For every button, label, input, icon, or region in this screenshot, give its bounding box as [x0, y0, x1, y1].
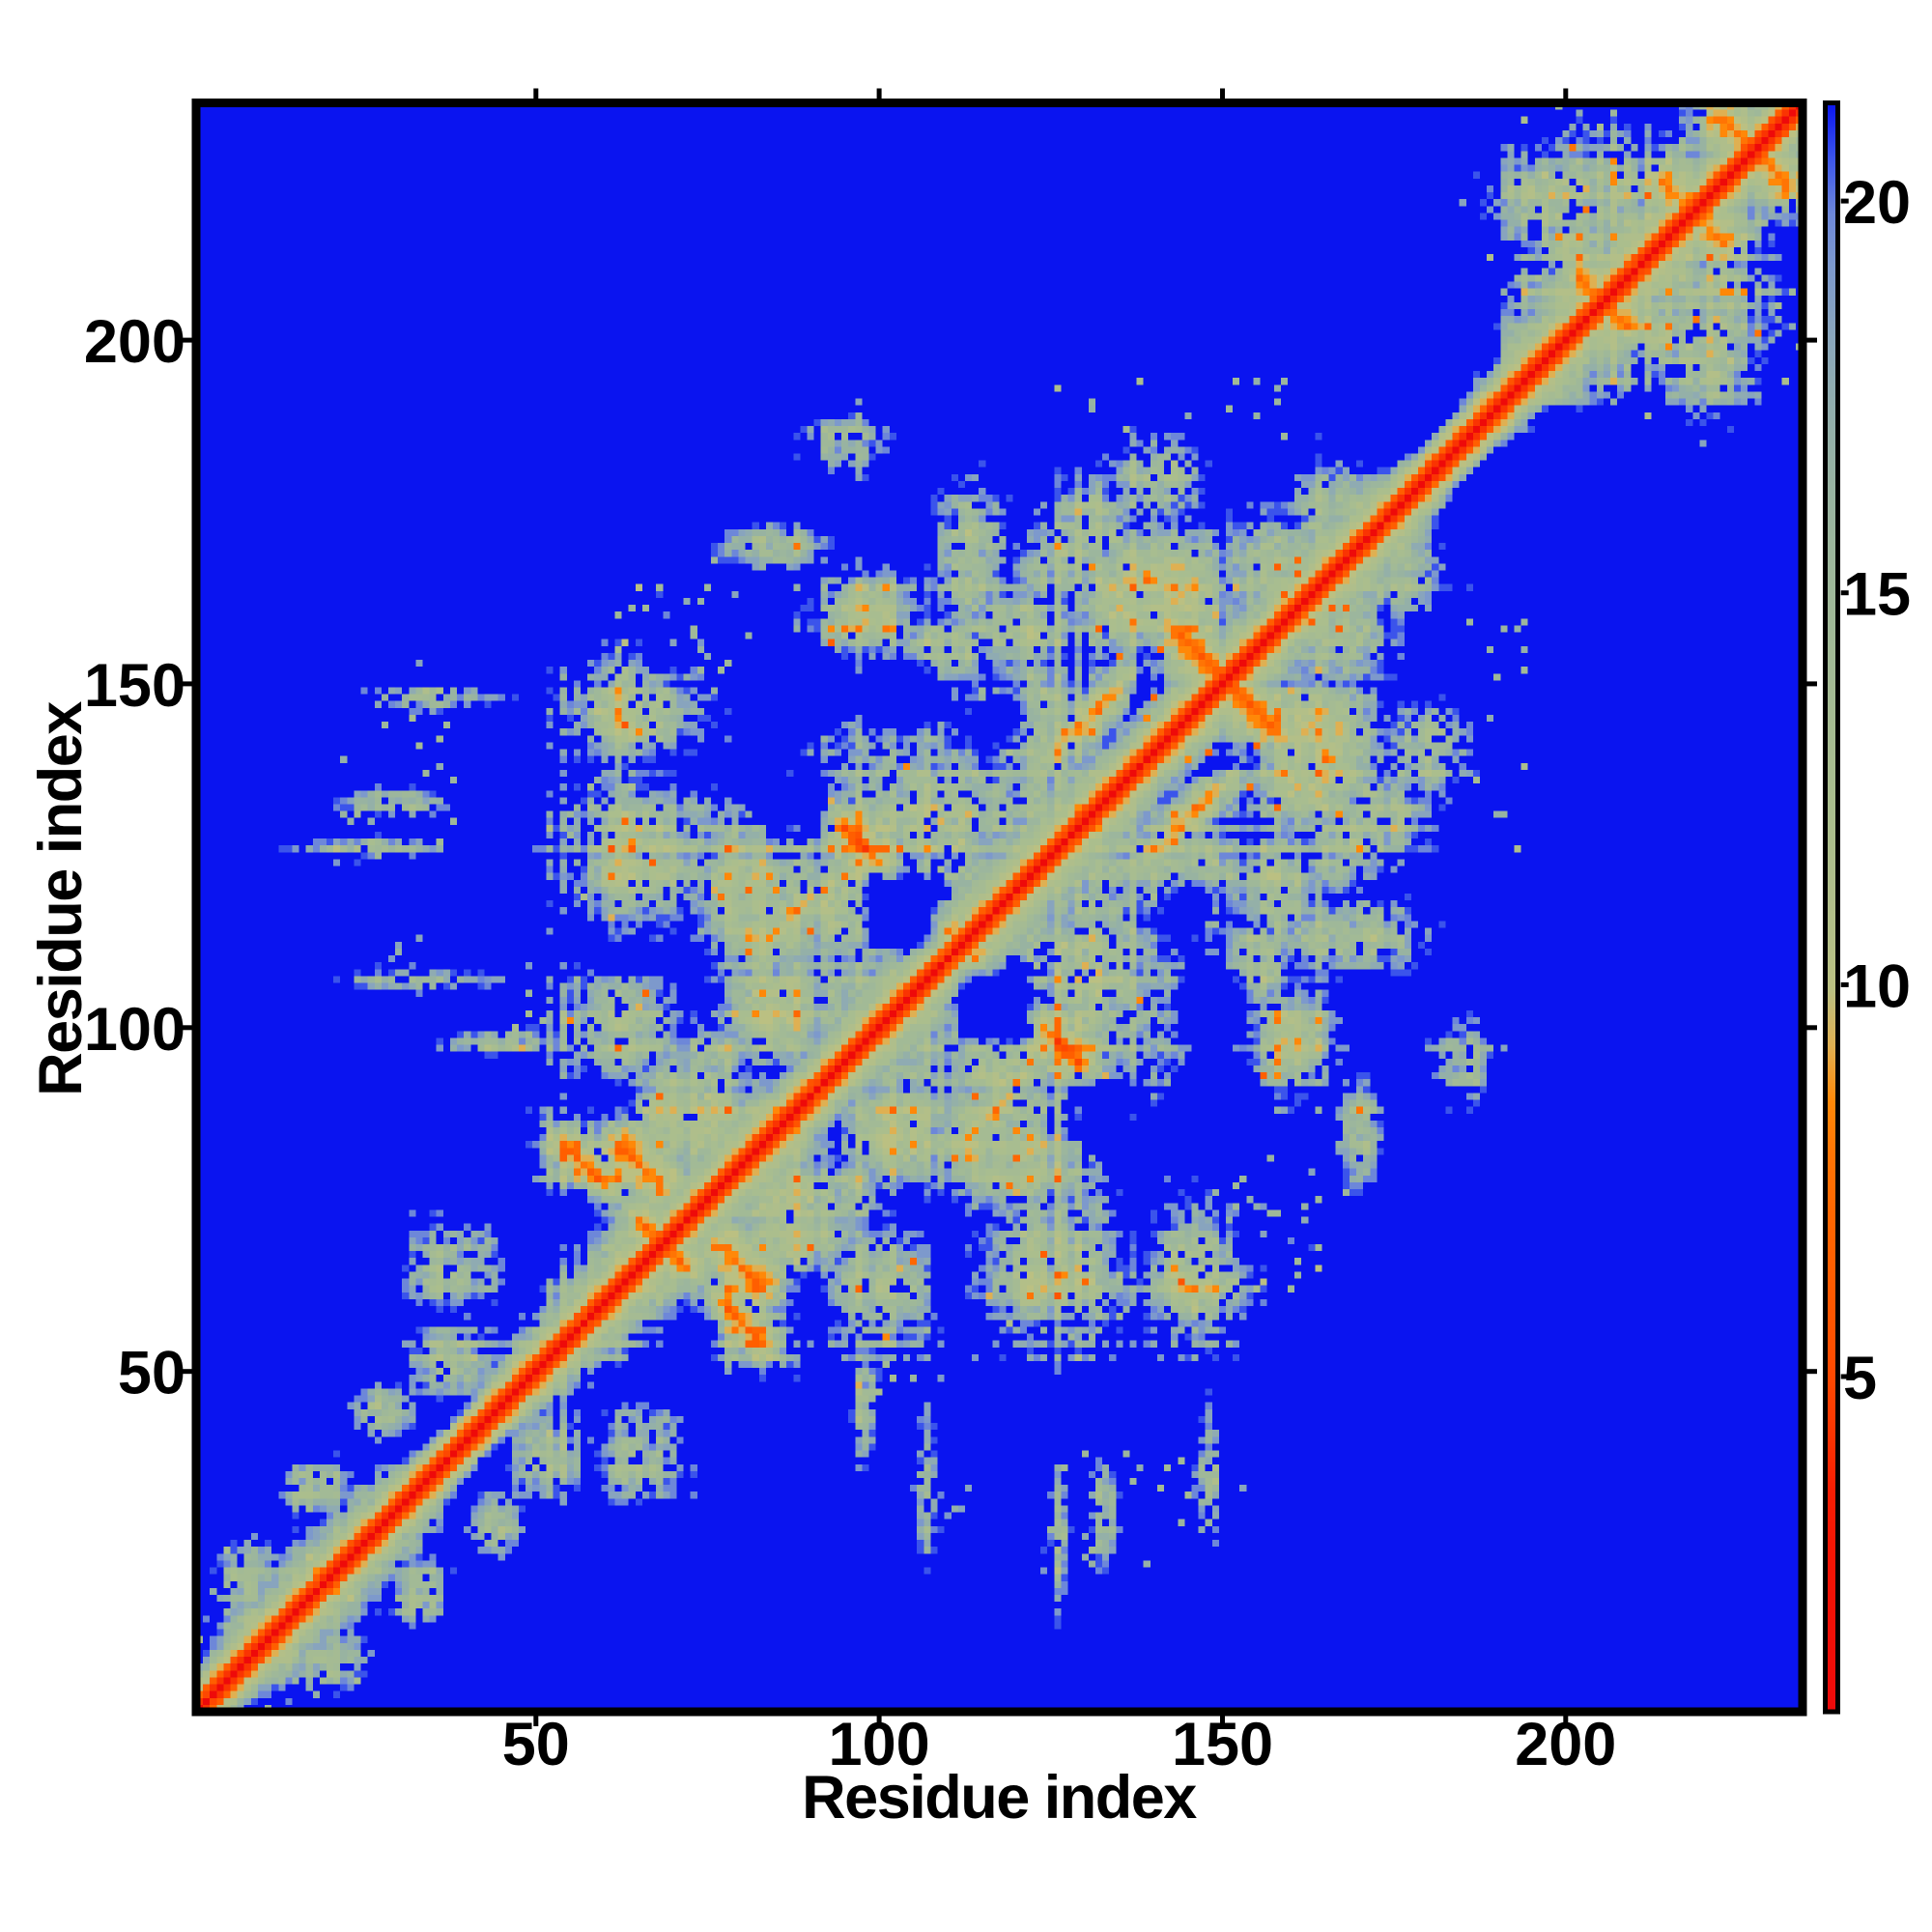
- svg-text:50: 50: [502, 1711, 570, 1778]
- svg-text:100: 100: [84, 996, 185, 1064]
- svg-text:150: 150: [84, 652, 185, 720]
- svg-text:Residue index: Residue index: [27, 701, 95, 1096]
- svg-text:15: 15: [1843, 561, 1911, 629]
- svg-text:20: 20: [1843, 169, 1911, 237]
- svg-text:5: 5: [1843, 1345, 1877, 1412]
- svg-text:Residue index: Residue index: [802, 1764, 1197, 1832]
- svg-text:150: 150: [1172, 1711, 1273, 1778]
- svg-text:50: 50: [118, 1340, 185, 1407]
- svg-text:10: 10: [1843, 952, 1911, 1020]
- svg-text:200: 200: [1515, 1711, 1616, 1778]
- svg-text:200: 200: [84, 308, 185, 376]
- svg-text:100: 100: [829, 1711, 930, 1778]
